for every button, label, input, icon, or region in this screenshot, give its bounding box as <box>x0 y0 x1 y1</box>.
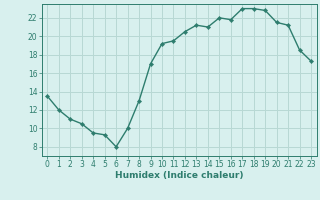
X-axis label: Humidex (Indice chaleur): Humidex (Indice chaleur) <box>115 171 244 180</box>
